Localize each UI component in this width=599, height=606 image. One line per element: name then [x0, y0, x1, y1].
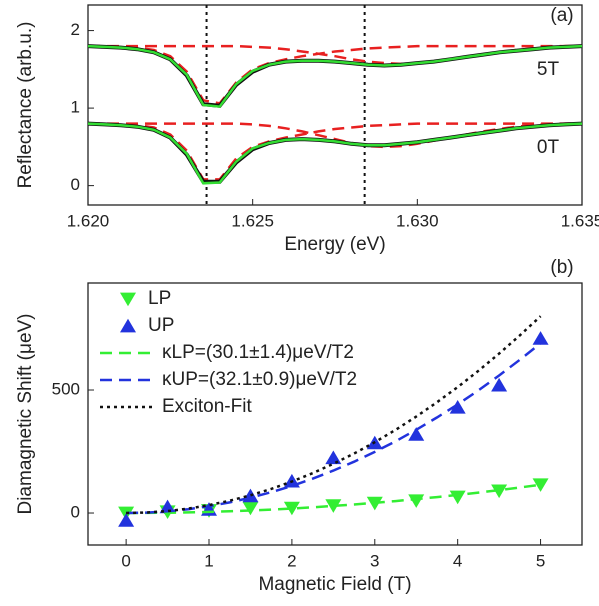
marker — [242, 501, 259, 516]
marker — [491, 484, 508, 499]
marker — [532, 331, 549, 345]
marker — [325, 499, 342, 513]
series-line — [88, 44, 582, 66]
x-axis-label: Magnetic Field (T) — [258, 574, 411, 595]
x-tick-label: 3 — [370, 551, 379, 570]
x-tick-label: 5 — [536, 551, 545, 570]
legend-marker — [120, 318, 136, 333]
marker — [408, 494, 425, 508]
x-tick-label: 4 — [453, 551, 462, 570]
marker — [118, 513, 135, 527]
x-axis-label: Energy (eV) — [284, 234, 385, 255]
marker — [449, 490, 466, 505]
y-tick-label: 2 — [71, 20, 80, 39]
series-line — [126, 342, 542, 515]
marker — [532, 478, 549, 492]
panel-label: (b) — [550, 257, 573, 278]
panel-label: (a) — [550, 5, 573, 26]
annotation: 0T — [537, 137, 560, 158]
x-tick-label: 1.620 — [67, 211, 110, 230]
marker — [491, 377, 508, 392]
legend-label: κLP=(30.1±1.4)μeV/T2 — [162, 342, 354, 363]
y-tick-label: 0 — [71, 503, 80, 522]
series-line — [88, 122, 582, 149]
legend-label: κUP=(32.1±0.9)μeV/T2 — [162, 369, 357, 390]
y-tick-label: 1 — [71, 98, 80, 117]
legend-marker — [120, 292, 136, 307]
x-tick-label: 0 — [121, 551, 130, 570]
series-line — [88, 44, 582, 105]
y-axis-label: Reflectance (arb.u.) — [15, 22, 36, 189]
series-line — [87, 122, 583, 185]
legend-label: LP — [148, 288, 171, 309]
marker — [325, 450, 342, 465]
x-tick-label: 1.630 — [396, 211, 439, 230]
x-tick-label: 1.635 — [561, 211, 599, 230]
plot-frame — [87, 282, 583, 546]
y-tick-label: 500 — [52, 379, 80, 398]
legend-label: Exciton-Fit — [162, 396, 252, 417]
plot-frame — [87, 4, 583, 206]
marker — [449, 400, 466, 414]
series-line — [87, 121, 583, 184]
marker — [283, 501, 300, 516]
y-axis-label: Diamagnetic Shift (μeV) — [15, 313, 36, 514]
series-line — [126, 315, 542, 515]
x-tick-label: 1 — [204, 551, 213, 570]
y-tick-label: 0 — [71, 175, 80, 194]
x-tick-label: 1.625 — [231, 211, 274, 230]
legend-label: UP — [148, 315, 174, 336]
series-line — [87, 44, 583, 108]
x-tick-label: 2 — [287, 551, 296, 570]
marker — [408, 427, 425, 441]
series-line — [126, 483, 541, 515]
series-line — [88, 122, 582, 181]
annotation: 5T — [537, 59, 560, 80]
